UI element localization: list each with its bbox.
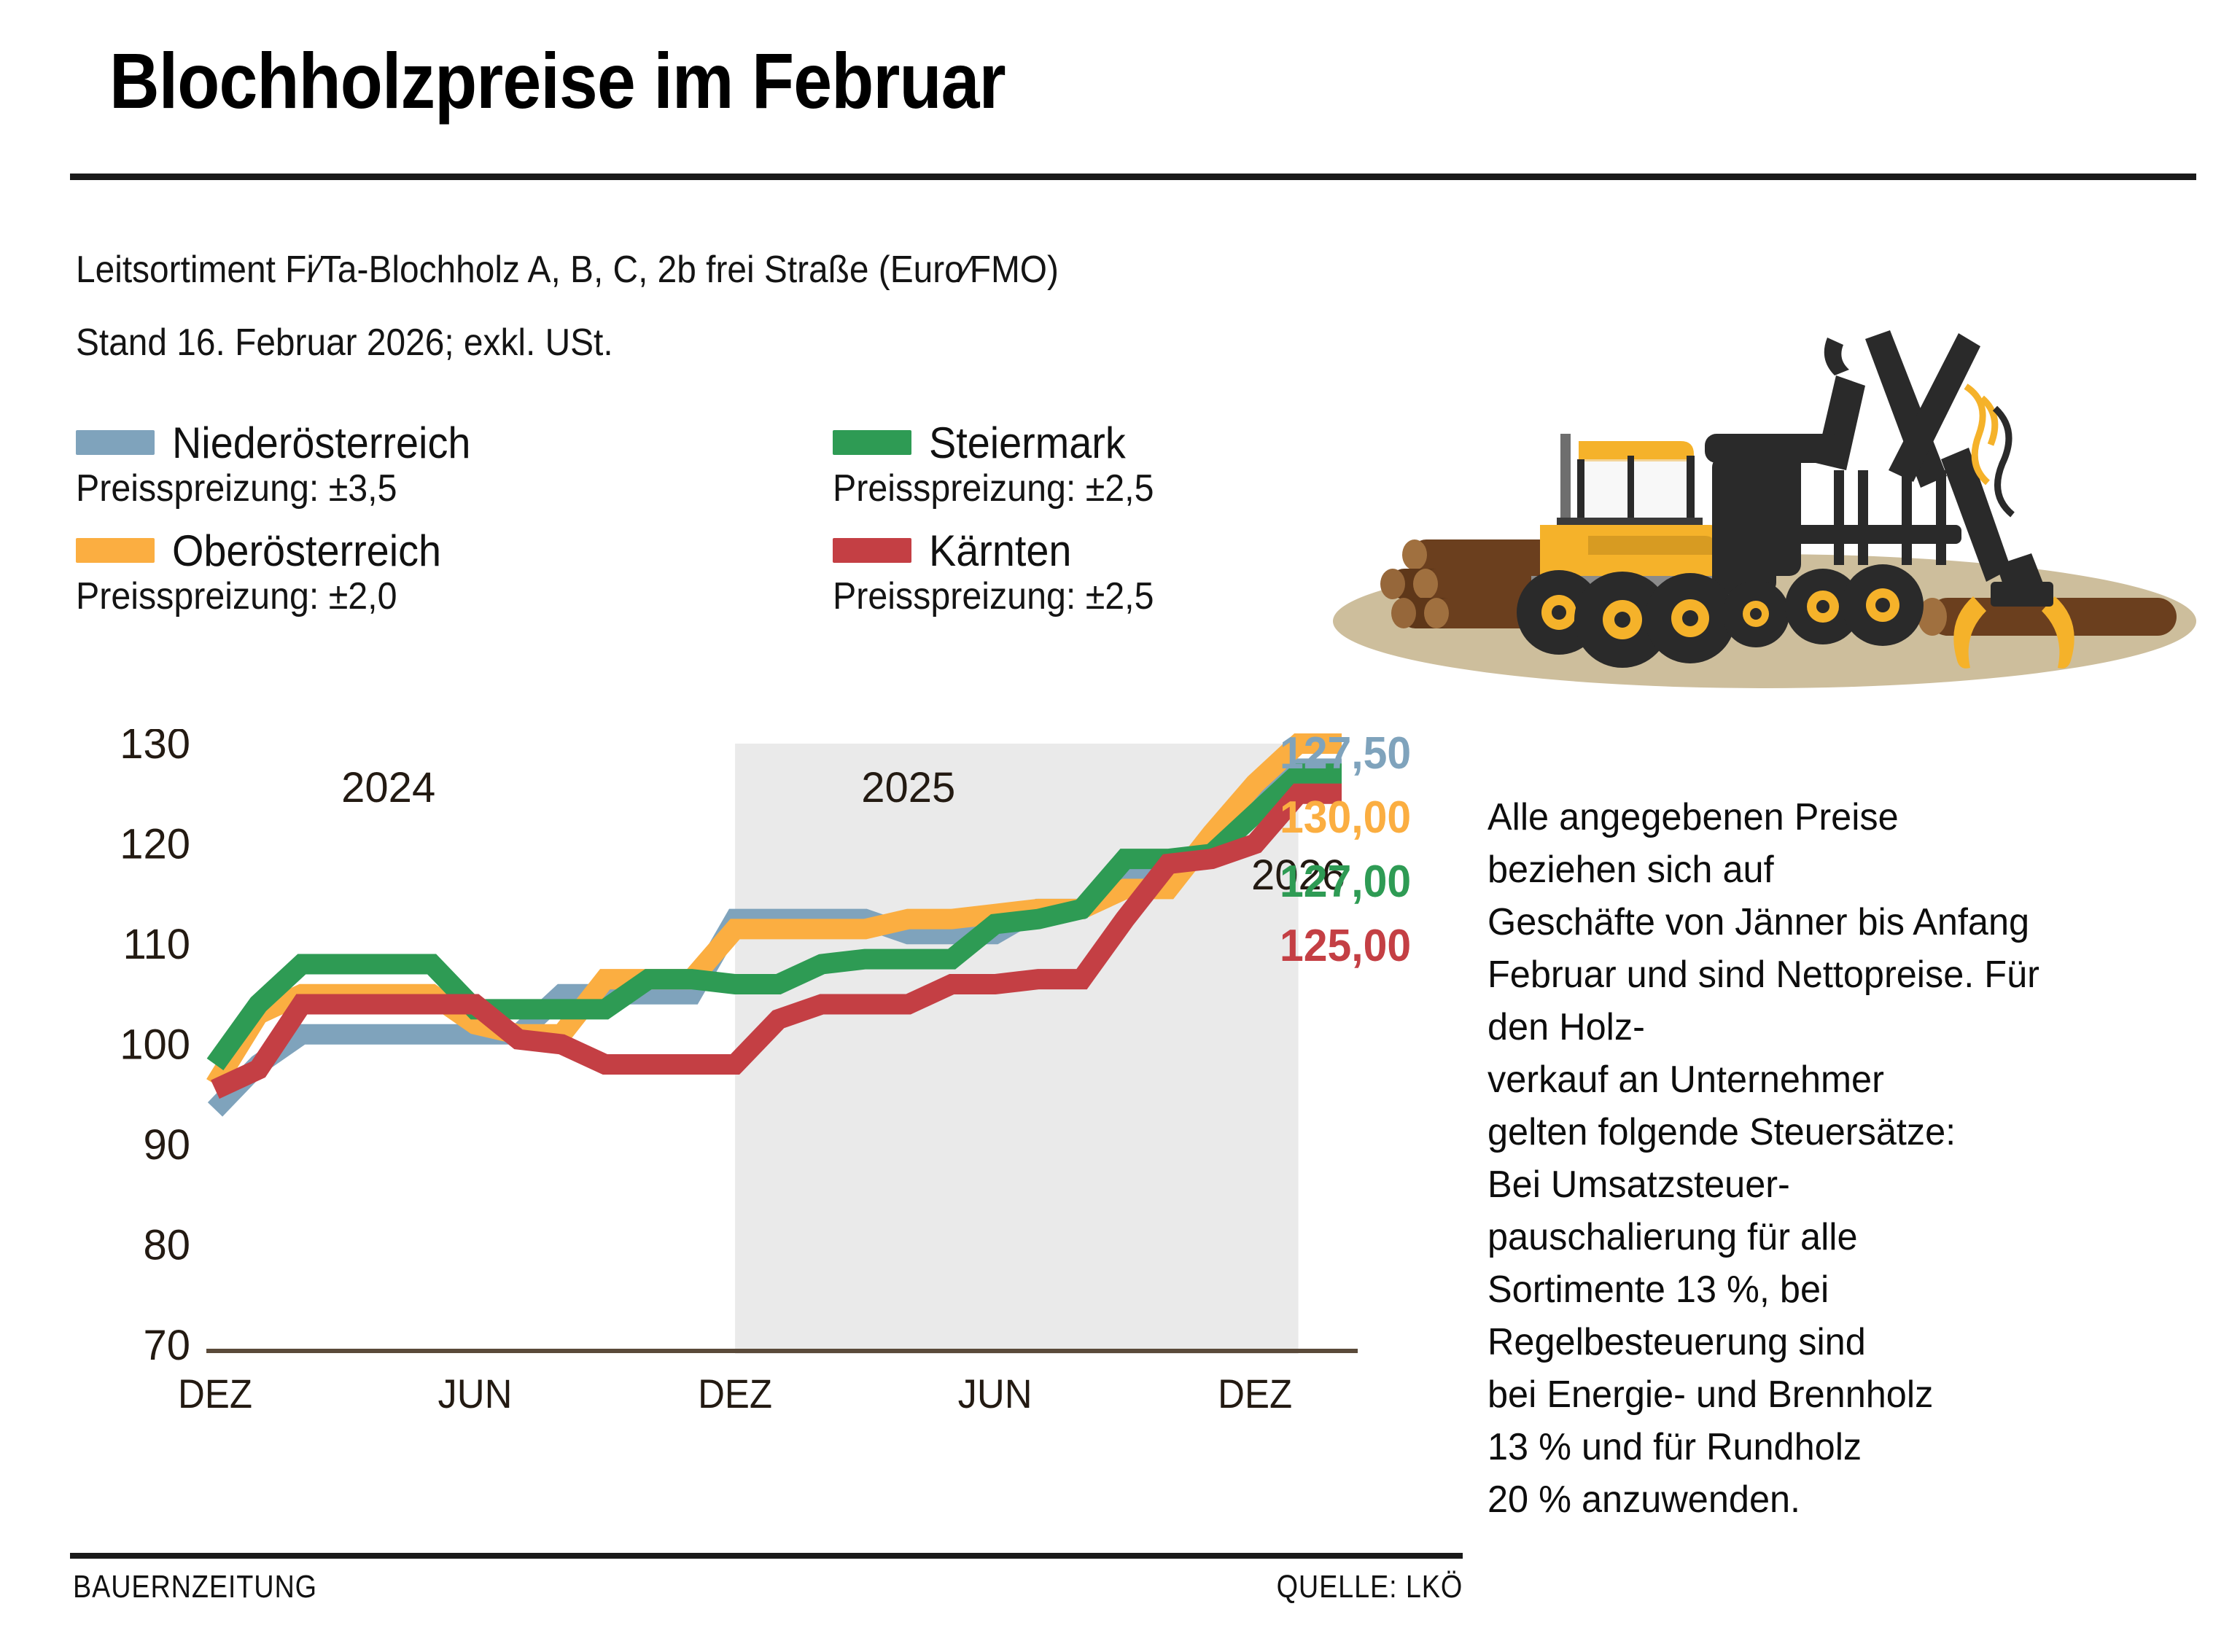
note-line: Alle angegebenen Preise <box>1488 796 1899 838</box>
year-annotation-label: 2024 <box>341 764 435 811</box>
note-line: pauschalierung für alle <box>1488 1216 1858 1258</box>
end-value-oberoesterreich: 130,00 <box>1280 792 1412 843</box>
y-axis-tick-label: 90 <box>143 1121 190 1169</box>
y-axis-tick-label: 130 <box>120 729 190 768</box>
x-axis-tick-label: JUN <box>438 1371 513 1417</box>
forestry-forwarder-illustration <box>1312 306 2209 700</box>
legend-swatch-steiermark <box>833 430 911 455</box>
footer-source-text: QUELLE: LKÖ <box>1276 1569 1463 1605</box>
hydraulic-hoses-dark <box>1992 405 2015 518</box>
y-axis-tick-label: 110 <box>123 921 190 968</box>
wheels <box>1517 564 1924 668</box>
x-axis-tick-label: DEZ <box>178 1371 252 1417</box>
crane-arm <box>1705 330 2053 601</box>
legend-item-steiermark: Steiermark Preisspreizung: ±2,5 <box>833 416 1178 510</box>
legend-label-oberoesterreich: Oberösterreich <box>172 526 442 575</box>
note-line: den Holz- <box>1488 1006 1645 1048</box>
series-lines <box>206 733 1342 1117</box>
price-line-chart: 2024 2025 2026 70 80 90 100 110 120 130 DEZ JUN DE… <box>88 729 1473 1465</box>
legend-spread-oberoesterreich: Preisspreizung: ±2,0 <box>76 575 397 617</box>
subtitle-stand: Stand 16. Februar 2026; exkl. USt. <box>76 322 613 364</box>
note-line: Bei Umsatzsteuer- <box>1488 1164 1790 1206</box>
grapple-claw <box>1953 591 2074 669</box>
legend-swatch-niederoesterreich <box>76 430 155 455</box>
legend-spread-niederoesterreich: Preisspreizung: ±3,5 <box>76 467 397 510</box>
legend-column-right: Steiermark Preisspreizung: ±2,5 Kärnten … <box>833 416 1178 631</box>
note-line: Sortimente 13 %, bei <box>1488 1269 1829 1311</box>
series-end-value-labels: 127,50 130,00 127,00 125,00 <box>1280 722 1418 978</box>
note-line: beziehen sich auf <box>1488 849 1774 891</box>
title-divider <box>70 174 2196 180</box>
x-axis-tick-label: DEZ <box>1218 1371 1292 1417</box>
legend-item-kaernten: Kärnten Preisspreizung: ±2,5 <box>833 523 1178 618</box>
legend-swatch-kaernten <box>833 538 911 563</box>
note-line: 20 % anzuwenden. <box>1488 1478 1801 1521</box>
note-line: gelten folgende Steuersätze: <box>1488 1111 1956 1153</box>
year-annotation-label: 2026 <box>1251 852 1345 899</box>
note-line: Geschäfte von Jänner bis Anfang <box>1488 901 2030 943</box>
legend-label-niederoesterreich: Niederösterreich <box>172 418 471 467</box>
x-axis-labels: DEZ JUN DEZ JUN DEZ <box>178 1371 1292 1417</box>
legend-column-left: Niederösterreich Preisspreizung: ±3,5 Ob… <box>76 416 493 631</box>
x-axis-tick-label: DEZ <box>698 1371 772 1417</box>
end-value-kaernten: 125,00 <box>1280 921 1412 971</box>
y-axis-tick-label: 120 <box>120 821 190 868</box>
legend-item-oberoesterreich: Oberösterreich Preisspreizung: ±2,0 <box>76 523 493 618</box>
note-line: Februar und sind Nettopreise. Für <box>1488 954 2039 996</box>
y-axis-tick-label: 100 <box>120 1021 190 1069</box>
note-line: bei Energie- und Brennholz <box>1488 1374 1934 1416</box>
note-line: verkauf an Unternehmer <box>1488 1059 1884 1101</box>
legend-swatch-oberoesterreich <box>76 538 155 563</box>
subtitle-sortiment: Leitsortiment Fi⁄Ta-Blochholz A, B, C, 2… <box>76 249 1059 291</box>
y-axis-tick-label: 80 <box>143 1222 190 1269</box>
hydraulic-hoses <box>1964 383 1999 486</box>
year-annotations: 2024 2025 2026 <box>341 764 1345 899</box>
x-axis-tick-label: JUN <box>958 1371 1032 1417</box>
y-axis-labels: 70 80 90 100 110 120 130 <box>120 729 190 1369</box>
page-title: Blochholzpreise im Februar <box>109 36 1006 125</box>
legend-label-steiermark: Steiermark <box>929 418 1126 467</box>
end-value-steiermark: 127,00 <box>1280 857 1412 907</box>
end-value-niederoesterreich: 127,50 <box>1280 728 1412 779</box>
note-line: Regelbesteuerung sind <box>1488 1321 1866 1363</box>
legend-label-kaernten: Kärnten <box>929 526 1072 575</box>
legend-spread-steiermark: Preisspreizung: ±2,5 <box>833 467 1154 510</box>
note-line: 13 % und für Rundholz <box>1488 1426 1862 1468</box>
legend-spread-kaernten: Preisspreizung: ±2,5 <box>833 575 1154 617</box>
footer-source: QUELLE: LKÖ <box>1240 1569 1463 1605</box>
series-line <box>206 763 1342 1071</box>
legend-item-niederoesterreich: Niederösterreich Preisspreizung: ±3,5 <box>76 416 493 510</box>
y-axis-tick-label: 70 <box>143 1322 190 1369</box>
tax-note-text: Alle angegebenen Preise beziehen sich auf… <box>1488 791 2202 1526</box>
footer-publisher: BAUERNZEITUNG <box>73 1569 317 1605</box>
footer-divider <box>70 1553 1463 1559</box>
series-line <box>211 783 1342 1099</box>
year-annotation-label: 2025 <box>861 764 955 811</box>
